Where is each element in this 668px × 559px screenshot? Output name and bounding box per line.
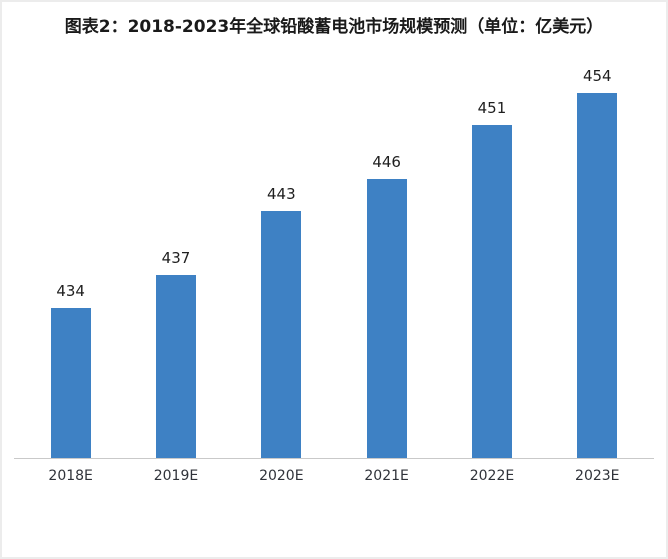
bar bbox=[577, 93, 618, 459]
bar bbox=[261, 211, 302, 459]
x-axis-tick-label: 2018E bbox=[48, 468, 93, 485]
x-axis-tick-label: 2022E bbox=[469, 468, 515, 485]
bar bbox=[155, 275, 196, 459]
bar bbox=[471, 125, 512, 459]
x-axis-tick-label: 2021E bbox=[364, 468, 409, 485]
x-axis-tick-label: 2023E bbox=[575, 468, 620, 485]
bar-column: 443 bbox=[231, 185, 331, 459]
chart-title: 图表2：2018-2023年全球铅酸蓄电池市场规模预测（单位：亿美元） bbox=[64, 17, 604, 37]
bar-value-label: 454 bbox=[582, 67, 612, 86]
bar-column: 437 bbox=[126, 249, 226, 459]
bar-value-label: 446 bbox=[372, 153, 401, 172]
x-axis-tick-label: 2020E bbox=[259, 468, 304, 485]
bar bbox=[366, 179, 407, 459]
bar-value-label: 437 bbox=[161, 249, 191, 268]
x-axis-tick-label: 2019E bbox=[153, 468, 199, 485]
bar-column: 446 bbox=[337, 153, 437, 459]
bar-value-label: 451 bbox=[477, 99, 507, 118]
bar-value-label: 443 bbox=[266, 185, 296, 204]
bar-value-label: 434 bbox=[56, 282, 85, 301]
bar bbox=[50, 308, 91, 459]
bar-column: 451 bbox=[442, 99, 542, 459]
x-axis-labels: 2018E 2019E 2020E 2021E 2022E 2023E bbox=[14, 468, 654, 484]
plot-area: 434 437 443 446 451 454 bbox=[14, 50, 654, 460]
bar-column: 434 bbox=[21, 282, 121, 459]
bar-column: 454 bbox=[547, 67, 647, 459]
